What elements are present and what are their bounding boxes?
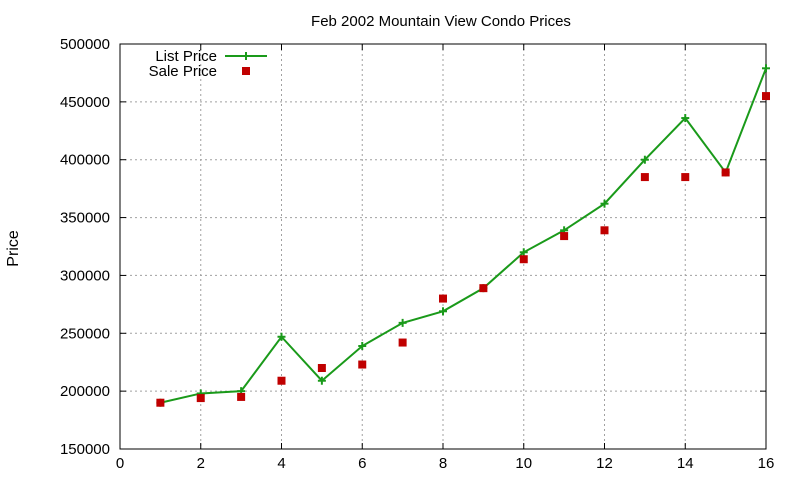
sale-price-point bbox=[721, 168, 730, 177]
legend-marker bbox=[242, 52, 250, 60]
sale-price-point bbox=[398, 338, 407, 347]
sale-price-point bbox=[640, 173, 649, 182]
y-tick-label: 450000 bbox=[60, 94, 110, 111]
list-price-point bbox=[681, 114, 690, 123]
legend-label: List Price bbox=[155, 48, 217, 65]
x-tick-label: 14 bbox=[677, 455, 694, 472]
list-price-point bbox=[398, 318, 407, 327]
y-tick-label: 350000 bbox=[60, 210, 110, 227]
axis-ticks: 0 2 4 6 8 10 12 14 16 150000 200000 250000 300000 350… bbox=[60, 36, 774, 472]
x-tick-label: 6 bbox=[358, 455, 366, 472]
y-tick-label: 150000 bbox=[60, 441, 110, 458]
y-axis-label: Price bbox=[5, 230, 22, 267]
x-tick-label: 10 bbox=[515, 455, 532, 472]
sale-price-point bbox=[560, 232, 569, 241]
sale-price-point bbox=[196, 394, 205, 403]
series bbox=[156, 64, 770, 407]
list-price-line bbox=[160, 67, 767, 404]
x-tick-label: 0 bbox=[116, 455, 124, 472]
sale-price-point bbox=[681, 173, 690, 182]
sale-price-point bbox=[237, 392, 246, 401]
y-tick-label: 400000 bbox=[60, 152, 110, 169]
sale-price-point bbox=[519, 255, 528, 264]
x-tick-label: 4 bbox=[277, 455, 285, 472]
grid bbox=[120, 44, 766, 449]
sale-price-point bbox=[156, 398, 165, 407]
list-price-point bbox=[358, 342, 367, 351]
x-tick-label: 12 bbox=[596, 455, 613, 472]
y-tick-label: 300000 bbox=[60, 267, 110, 284]
list-price-point bbox=[600, 199, 609, 208]
sale-price-point bbox=[358, 360, 367, 369]
sale-price-series bbox=[156, 92, 770, 407]
list-price-point bbox=[762, 64, 770, 73]
list-price-point bbox=[317, 376, 326, 385]
list-price-point bbox=[640, 155, 649, 164]
sale-price-point bbox=[439, 294, 447, 303]
y-tick-label: 500000 bbox=[60, 36, 110, 53]
x-tick-label: 16 bbox=[758, 455, 775, 472]
list-price-series bbox=[156, 64, 770, 407]
legend-label: Sale Price bbox=[149, 63, 217, 80]
legend-marker bbox=[242, 67, 250, 75]
legend-item-sale-price: Sale Price bbox=[149, 63, 250, 80]
x-tick-label: 8 bbox=[439, 455, 447, 472]
list-price-point bbox=[439, 307, 447, 316]
x-tick-label: 2 bbox=[197, 455, 205, 472]
legend-item-list-price: List Price bbox=[155, 48, 267, 65]
sale-price-point bbox=[600, 226, 609, 235]
sale-price-point bbox=[317, 364, 326, 372]
y-tick-label: 200000 bbox=[60, 383, 110, 400]
list-price-point bbox=[277, 332, 286, 341]
sale-price-point bbox=[762, 92, 770, 101]
y-tick-label: 250000 bbox=[60, 325, 110, 342]
chart-title: Feb 2002 Mountain View Condo Prices bbox=[311, 13, 571, 30]
sale-price-point bbox=[479, 284, 488, 293]
list-price-point bbox=[519, 248, 528, 257]
sale-price-point bbox=[277, 376, 286, 385]
